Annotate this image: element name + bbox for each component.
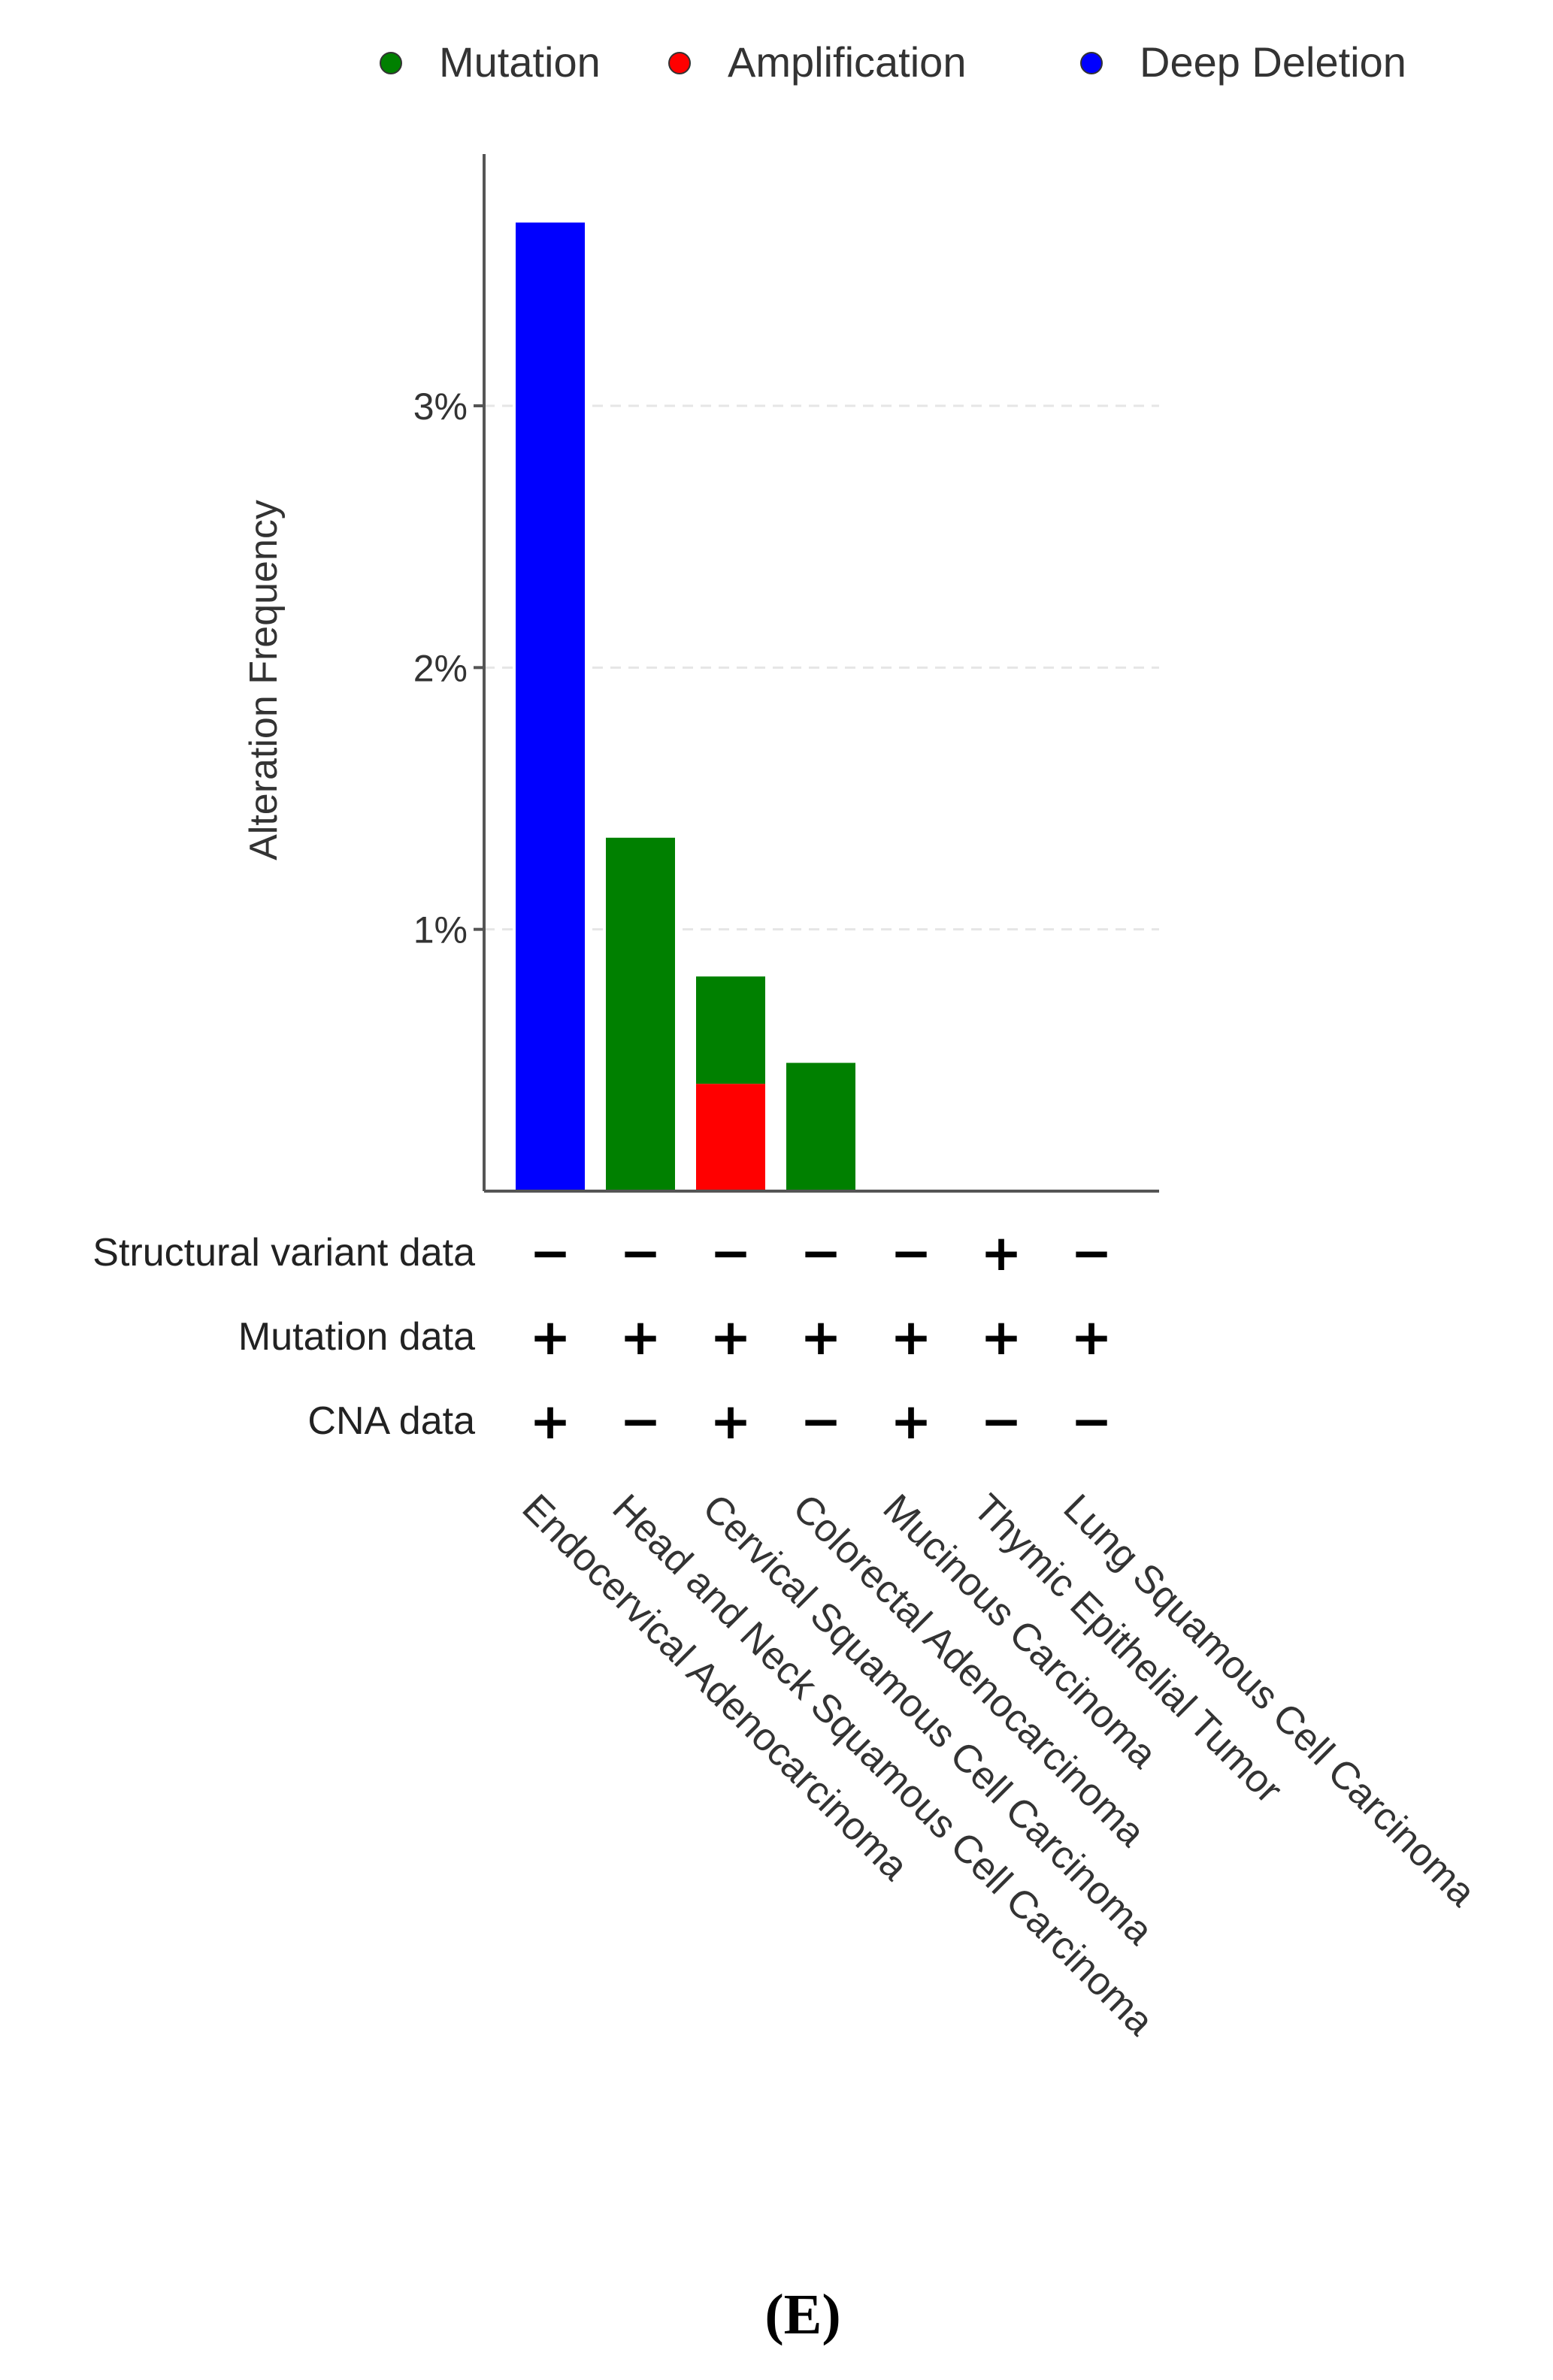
y-tick-label: 2% (413, 647, 468, 689)
minus-sign: − (619, 1224, 661, 1282)
legend-marker (380, 52, 402, 74)
y-tick-label: 3% (413, 386, 468, 428)
legend-marker (668, 52, 691, 74)
row-label: Structural variant data (92, 1231, 475, 1275)
y-ticks: 1% 2% 3% (413, 386, 484, 951)
plus-sign: + (529, 1393, 571, 1450)
minus-sign: − (619, 1393, 661, 1450)
legend-label: Deep Deletion (1140, 38, 1406, 86)
bar-mutation (606, 837, 675, 1191)
minus-sign: − (800, 1224, 841, 1282)
panel-label: (E) (764, 2283, 840, 2346)
y-axis-label: Alteration Frequency (242, 500, 286, 860)
y-tick-label: 1% (413, 909, 468, 951)
data-availability-rows: Structural variant data − − − − − + −Mutation d… (92, 1224, 1112, 1450)
plus-sign: + (890, 1393, 931, 1450)
plus-sign: + (710, 1393, 751, 1450)
minus-sign: − (980, 1393, 1022, 1450)
plus-sign: + (710, 1308, 751, 1366)
bar-amplification (696, 1084, 765, 1191)
plus-sign: + (1070, 1308, 1112, 1366)
row-label: Mutation data (238, 1315, 475, 1359)
plus-sign: + (529, 1308, 571, 1366)
plus-sign: + (890, 1308, 931, 1366)
minus-sign: − (1070, 1224, 1112, 1282)
minus-sign: − (1070, 1393, 1112, 1450)
row-label: CNA data (307, 1399, 475, 1443)
plus-sign: + (800, 1308, 841, 1366)
minus-sign: − (529, 1224, 571, 1282)
legend: Mutation Amplification Deep Deletion (380, 38, 1406, 86)
plus-sign: + (619, 1308, 661, 1366)
bar-mutation (786, 1063, 855, 1191)
minus-sign: − (890, 1224, 931, 1282)
plus-sign: + (980, 1308, 1022, 1366)
minus-sign: − (800, 1393, 841, 1450)
bar-mutation (696, 976, 765, 1084)
legend-label: Amplification (728, 38, 966, 86)
axes (483, 154, 1159, 1193)
bars (516, 222, 855, 1192)
minus-sign: − (710, 1224, 751, 1282)
legend-marker (1080, 52, 1103, 74)
plus-sign: + (980, 1224, 1022, 1282)
gridlines (484, 404, 1159, 931)
legend-label: Mutation (439, 38, 601, 86)
bar-deep-deletion (516, 222, 585, 1192)
